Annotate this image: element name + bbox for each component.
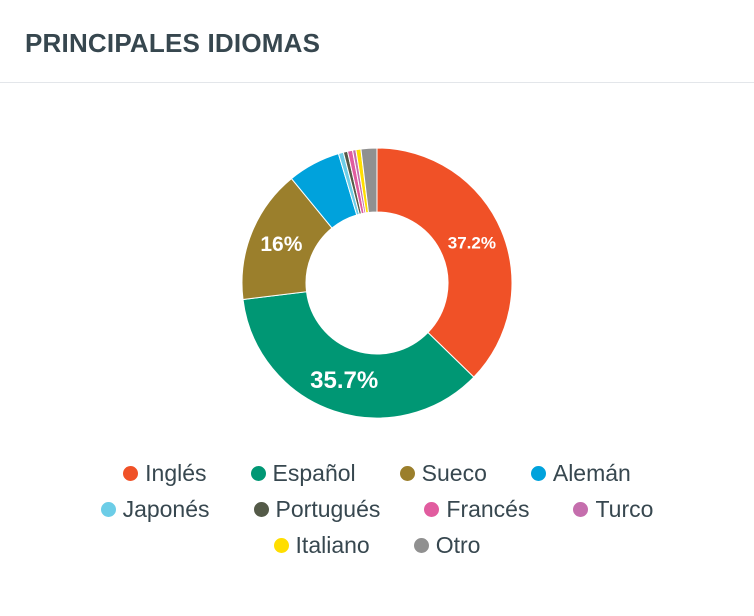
- legend-item-ingles[interactable]: Inglés: [101, 460, 228, 487]
- card-header: PRINCIPALES IDIOMAS: [0, 0, 754, 83]
- donut-chart: 37.2% 35.7% 16%: [241, 147, 513, 419]
- legend-item-portugues[interactable]: Portugués: [232, 496, 403, 523]
- chart-legend: Inglés Español Sueco Alemán Japonés Portugué…: [0, 455, 754, 563]
- legend-item-japones[interactable]: Japonés: [79, 496, 232, 523]
- legend-item-turco[interactable]: Turco: [551, 496, 675, 523]
- slice-ingles[interactable]: [376, 147, 513, 378]
- legend-marker: [123, 465, 139, 481]
- slice-label-sueco: 16%: [260, 233, 302, 256]
- legend-label: Inglés: [145, 459, 207, 486]
- legend-item-otro[interactable]: Otro: [392, 532, 503, 559]
- legend-marker: [253, 501, 269, 517]
- legend-label: Portugués: [275, 495, 381, 522]
- legend-marker: [273, 537, 289, 553]
- legend-label: Japonés: [122, 495, 210, 522]
- legend-item-espanol[interactable]: Español: [229, 460, 378, 487]
- legend-label: Español: [272, 459, 356, 486]
- card-title: PRINCIPALES IDIOMAS: [25, 28, 321, 58]
- slice-label-ingles: 37.2%: [448, 233, 496, 252]
- legend-row: Inglés Español Sueco Alemán: [101, 455, 653, 491]
- slice-otro[interactable]: [360, 147, 378, 214]
- legend-row: Italiano Otro: [252, 527, 503, 563]
- legend-marker: [250, 465, 266, 481]
- legend-item-sueco[interactable]: Sueco: [378, 460, 509, 487]
- legend-marker: [424, 501, 440, 517]
- legend-label: Sueco: [421, 459, 487, 486]
- legend-label: Turco: [595, 495, 654, 522]
- legend-label: Francés: [446, 495, 530, 522]
- legend-item-aleman[interactable]: Alemán: [509, 460, 653, 487]
- slice-espanol[interactable]: [242, 291, 475, 419]
- legend-marker: [573, 501, 589, 517]
- legend-marker: [100, 501, 116, 517]
- legend-row: Japonés Portugués Francés Turco: [79, 491, 676, 527]
- legend-item-italiano[interactable]: Italiano: [252, 532, 392, 559]
- donut-slices: [241, 147, 513, 419]
- legend-marker: [413, 537, 429, 553]
- legend-item-frances[interactable]: Francés: [402, 496, 551, 523]
- legend-label: Alemán: [552, 459, 631, 486]
- legend-label: Otro: [435, 531, 481, 558]
- legend-marker: [530, 465, 546, 481]
- donut-slice-labels: 37.2% 35.7% 16%: [260, 233, 496, 394]
- legend-label: Italiano: [295, 531, 370, 558]
- slice-label-espanol: 35.7%: [310, 367, 378, 394]
- legend-marker: [399, 465, 415, 481]
